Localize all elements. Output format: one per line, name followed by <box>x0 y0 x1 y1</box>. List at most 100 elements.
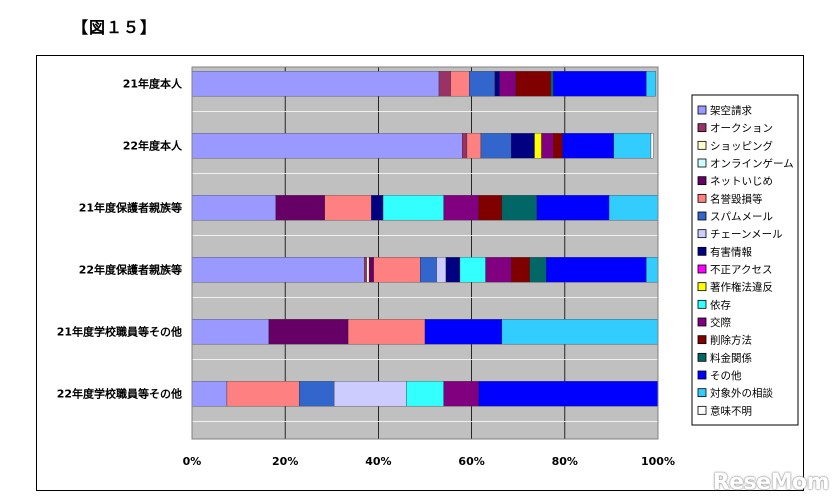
legend-box <box>691 94 799 426</box>
bar-segment <box>275 195 325 221</box>
legend-label: 削除方法 <box>710 334 752 347</box>
bar-segment <box>536 195 610 221</box>
legend-label: 意味不明 <box>710 404 752 417</box>
x-tick-label: 80% <box>552 455 578 468</box>
legend-label: 料金関係 <box>710 351 752 364</box>
legend-label: ネットいじめ <box>710 176 773 188</box>
legend-swatch <box>697 193 707 203</box>
bar-segment <box>268 319 349 345</box>
legend-label: 対象外の相談 <box>710 387 773 400</box>
plot-area <box>192 67 658 439</box>
legend-label: スパムメール <box>710 211 773 223</box>
legend-swatch <box>697 370 707 380</box>
bar-segment <box>646 257 659 283</box>
bar-segment <box>191 71 440 97</box>
legend-swatch <box>697 229 707 239</box>
legend-swatch <box>697 264 707 274</box>
bar-segment <box>613 133 652 159</box>
bar-segment <box>445 257 461 283</box>
bar-segment <box>371 195 384 221</box>
bar-segment <box>646 71 656 97</box>
category-label: 21年度本人 <box>123 77 183 91</box>
bar-segment <box>562 133 614 159</box>
bar-segment <box>462 133 468 159</box>
legend-label: 有害情報 <box>710 245 752 258</box>
legend-label: ショッピング <box>710 139 773 152</box>
bar-segment <box>226 381 300 407</box>
bar-segment <box>333 381 407 407</box>
legend-label: その他 <box>710 369 742 382</box>
x-tick-label: 20% <box>272 455 298 468</box>
bar-segment <box>364 257 367 283</box>
legend-swatch <box>697 140 707 150</box>
bar-segment <box>469 71 496 97</box>
category-label: 21年度保護者親族等 <box>79 201 182 215</box>
category-label: 22年度保護者親族等 <box>79 263 182 277</box>
legend-label: 不正アクセス <box>710 264 772 276</box>
bar-segment <box>406 381 444 407</box>
bar-segment <box>368 257 374 283</box>
bar-segment <box>420 257 437 283</box>
bar-segment <box>191 257 365 283</box>
bar-segment <box>553 71 647 97</box>
x-tick-label: 60% <box>458 455 484 468</box>
bar-segment <box>191 195 277 221</box>
legend-swatch <box>697 388 707 398</box>
legend-label: 架空請求 <box>710 104 752 117</box>
legend-swatch <box>697 158 707 168</box>
legend-swatch <box>697 211 707 221</box>
x-tick-label: 0% <box>183 455 202 468</box>
legend-swatch <box>697 282 707 292</box>
bar-segment <box>382 195 444 221</box>
bar-segment <box>191 381 228 407</box>
bar-segment <box>438 71 451 97</box>
legend-label: 名誉毀損等 <box>710 192 763 205</box>
legend-swatch <box>697 105 707 115</box>
bar-segment <box>529 257 547 283</box>
bar-segment <box>485 257 512 283</box>
bar-segment <box>541 133 554 159</box>
legend-label: 依存 <box>710 298 731 311</box>
category-label: 22年度学校職員等その他 <box>57 387 182 401</box>
legend-swatch <box>697 405 707 415</box>
legend-swatch <box>697 317 707 327</box>
bar-segment <box>650 133 654 159</box>
bar-segment <box>511 257 530 283</box>
legend-label: 交際 <box>710 316 731 329</box>
legend-swatch <box>697 299 707 309</box>
watermark-logo: ReseMom <box>712 470 830 495</box>
bar-segment <box>443 381 479 407</box>
bar-segment <box>480 133 512 159</box>
bar-segment <box>546 257 647 283</box>
bar-segment <box>553 133 563 159</box>
bar-segment <box>366 257 370 283</box>
bar-segment <box>347 319 426 345</box>
legend-swatch <box>697 352 707 362</box>
chart-frame: 21年度本人 22年度本人 21年度保護者親族等 22年度保護者親族等 21年度学校職員… <box>36 55 804 491</box>
bar-segment <box>466 133 482 159</box>
bar-segment <box>373 257 421 283</box>
bar-segment <box>450 71 470 97</box>
legend-label: 著作権法違反 <box>710 281 773 294</box>
bar-segment <box>550 71 554 97</box>
legend-label: オークション <box>710 123 773 135</box>
bar-segment <box>608 195 659 221</box>
bar-segment <box>534 133 542 159</box>
legend-label: チェーンメール <box>710 229 783 241</box>
bar-segment <box>511 133 535 159</box>
category-label: 21年度学校職員等その他 <box>57 325 182 339</box>
bar-segment <box>501 319 659 345</box>
bar-segment <box>424 319 503 345</box>
legend-swatch <box>697 335 707 345</box>
bar-segment <box>494 71 500 97</box>
bar-segment <box>191 319 270 345</box>
category-label: 22年度本人 <box>123 139 183 153</box>
legend-swatch <box>697 176 707 186</box>
plot-border <box>191 66 659 440</box>
bar-segment <box>436 257 447 283</box>
bar-segment <box>299 381 335 407</box>
bar-segment <box>478 381 659 407</box>
bar-segment <box>191 133 463 159</box>
legend-label: オンラインゲーム <box>710 158 794 170</box>
x-tick-label: 100% <box>641 455 675 468</box>
